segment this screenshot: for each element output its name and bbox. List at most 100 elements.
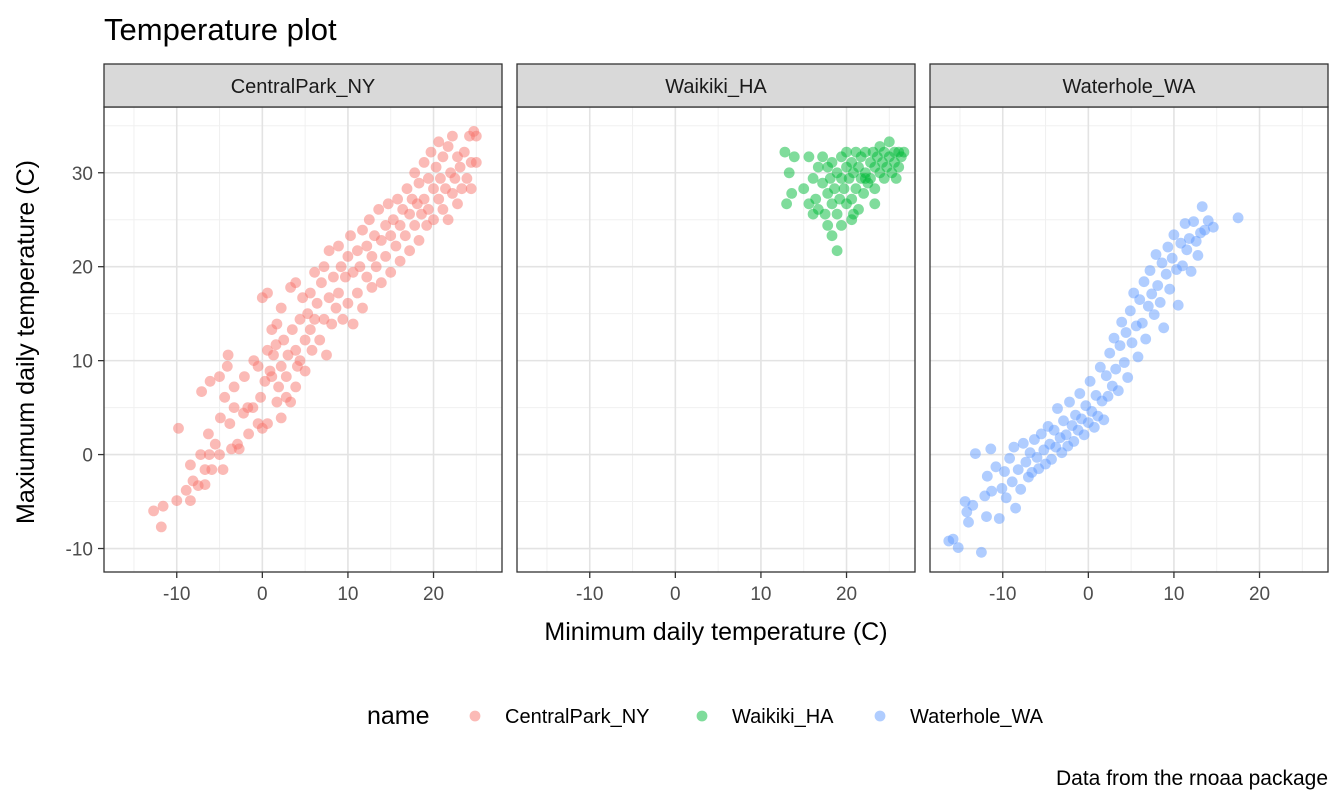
- data-point: [214, 371, 225, 382]
- data-point: [1104, 347, 1116, 359]
- data-point: [1148, 309, 1160, 320]
- data-point: [810, 193, 822, 205]
- data-point: [822, 220, 834, 231]
- data-point: [869, 198, 881, 210]
- data-point: [423, 204, 434, 215]
- data-point: [1068, 436, 1080, 447]
- data-point: [1158, 322, 1170, 334]
- data-point: [848, 208, 859, 220]
- y-tick-label: 20: [72, 258, 93, 279]
- data-point: [243, 428, 255, 440]
- facet-panel: CentralPark_NY -10 0 10 20 -10 0 10 20 30: [66, 63, 503, 605]
- data-point: [1188, 216, 1199, 228]
- data-point: [1000, 492, 1012, 504]
- data-point: [1154, 297, 1166, 308]
- data-point: [1164, 283, 1176, 295]
- data-point: [204, 375, 216, 387]
- data-point: [1199, 224, 1211, 236]
- data-point: [366, 251, 378, 262]
- data-point: [447, 130, 458, 142]
- data-point: [262, 287, 273, 299]
- data-point: [275, 360, 287, 372]
- data-point: [180, 484, 192, 496]
- data-point: [1160, 268, 1172, 280]
- data-point: [1006, 476, 1018, 488]
- data-point: [836, 173, 847, 184]
- data-point: [1134, 294, 1146, 305]
- data-point: [326, 318, 338, 330]
- data-point: [370, 261, 382, 273]
- data-point: [803, 151, 815, 163]
- data-point: [798, 183, 810, 195]
- data-point: [1181, 244, 1193, 256]
- data-point: [148, 505, 160, 517]
- data-point: [390, 240, 402, 252]
- data-point: [309, 266, 320, 278]
- data-point: [1146, 288, 1158, 300]
- data-point: [454, 161, 466, 173]
- data-point: [385, 266, 397, 278]
- data-point: [290, 344, 302, 356]
- data-point: [354, 261, 366, 273]
- y-tick-label: 0: [82, 446, 93, 467]
- data-point: [347, 318, 359, 330]
- data-point: [1140, 333, 1152, 345]
- data-point: [433, 193, 445, 205]
- point-series: [943, 201, 1244, 558]
- data-point: [215, 412, 226, 424]
- data-point: [428, 183, 439, 195]
- data-point: [435, 173, 446, 184]
- data-point: [1098, 414, 1110, 426]
- data-point: [1015, 483, 1027, 495]
- x-tick-label: 10: [750, 584, 771, 605]
- data-point: [869, 183, 881, 195]
- data-point: [275, 412, 287, 424]
- data-point: [342, 251, 354, 262]
- data-point: [266, 371, 278, 382]
- data-point: [278, 334, 290, 346]
- data-point: [1122, 372, 1134, 383]
- data-point: [1110, 363, 1122, 375]
- data-point: [337, 313, 349, 325]
- data-point: [311, 297, 323, 309]
- data-point: [294, 313, 306, 325]
- data-point: [413, 235, 425, 246]
- data-point: [255, 391, 266, 403]
- data-point: [1088, 421, 1100, 433]
- data-point: [239, 371, 250, 382]
- chart-caption: Data from the rnoaa package: [1056, 767, 1328, 790]
- data-point: [1116, 316, 1128, 328]
- data-point: [878, 173, 890, 184]
- data-point: [321, 349, 332, 361]
- data-point: [831, 208, 843, 220]
- point-series: [779, 136, 910, 257]
- data-point: [357, 302, 368, 314]
- data-point: [1142, 300, 1154, 312]
- data-point: [858, 188, 869, 199]
- data-point: [836, 220, 847, 231]
- data-point: [1048, 424, 1060, 436]
- x-tick-label: 20: [423, 584, 444, 605]
- x-tick-label: 0: [257, 584, 268, 605]
- data-point: [357, 224, 368, 236]
- data-point: [418, 157, 430, 168]
- data-point: [993, 513, 1005, 524]
- data-point: [366, 282, 378, 293]
- data-point: [247, 402, 259, 413]
- data-point: [817, 151, 828, 163]
- chart-title: Temperature plot: [104, 12, 337, 47]
- data-point: [286, 324, 298, 335]
- data-point: [890, 173, 902, 184]
- data-point: [268, 349, 279, 361]
- data-point: [1046, 453, 1057, 465]
- data-point: [1114, 340, 1126, 351]
- data-point: [985, 443, 997, 455]
- legend-key: [874, 710, 886, 722]
- data-point: [819, 208, 831, 220]
- data-point: [812, 161, 824, 173]
- data-point: [219, 391, 231, 403]
- data-point: [318, 261, 330, 273]
- x-tick-label: 10: [1163, 584, 1184, 605]
- data-point: [224, 418, 236, 429]
- data-point: [1008, 441, 1020, 453]
